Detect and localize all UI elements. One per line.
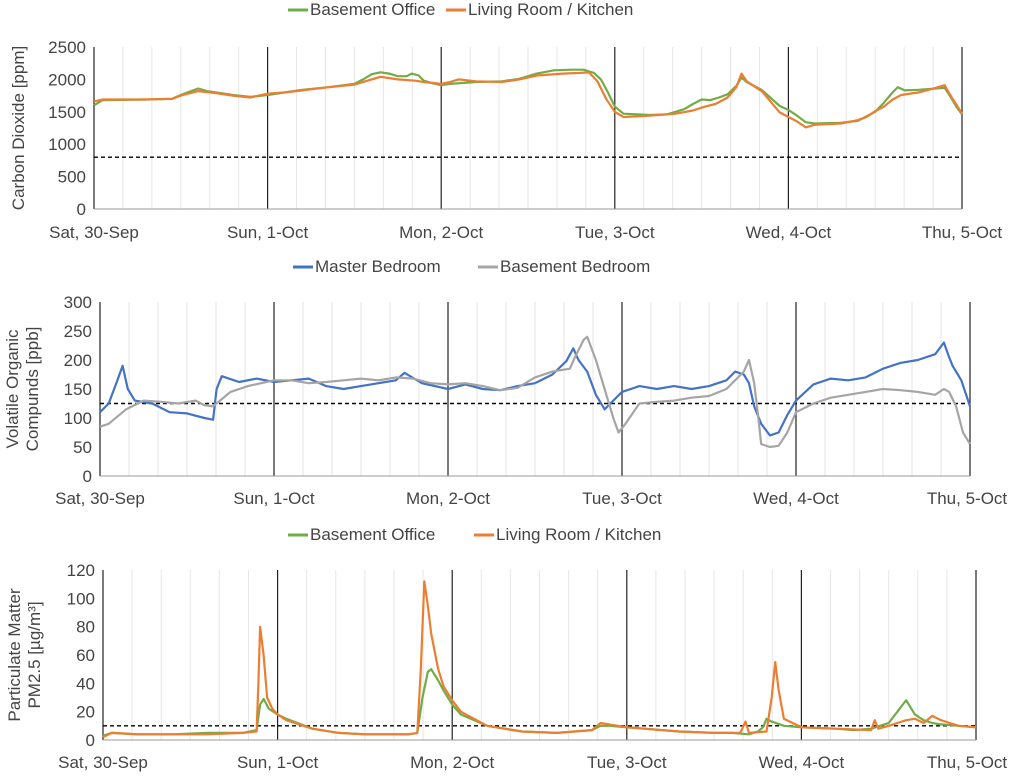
x-tick-label: Tue, 3-Oct [587, 753, 667, 772]
y-axis-title: Volatile OrganicCompunds [ppb] [3, 327, 42, 452]
y-tick-label: 0 [86, 731, 95, 750]
x-tick-label: Wed, 4-Oct [753, 489, 839, 508]
x-tick-label: Wed, 4-Oct [759, 753, 845, 772]
y-tick-label: 1500 [48, 103, 86, 122]
legend-label: Living Room / Kitchen [496, 525, 661, 544]
y-tick-label: 0 [83, 467, 92, 486]
y-tick-label: 100 [67, 589, 95, 608]
chart-panel-1: 0 500 1000 1500 2000 2500 Sat, 30-Sep Sun, 1-Oc… [9, 0, 1002, 242]
x-tick-label: Sat, 30-Sep [55, 489, 145, 508]
x-tick-label: Sat, 30-Sep [49, 223, 139, 242]
x-tick-label: Mon, 2-Oct [399, 223, 483, 242]
y-tick-label: 20 [76, 703, 95, 722]
series-line-2 [93, 71, 963, 129]
y-axis-title: Carbon Dioxide [ppm] [9, 46, 28, 210]
legend-label: Master Bedroom [315, 257, 441, 276]
y-tick-label: 2500 [48, 38, 86, 57]
legend-label: Basement Office [310, 525, 435, 544]
legend-label: Basement Bedroom [500, 257, 650, 276]
legend-label: Basement Office [310, 0, 435, 19]
x-tick-label: Tue, 3-Oct [582, 489, 662, 508]
y-tick-label: 300 [64, 293, 92, 312]
y-axis-title: Particulate MatterPM2.5 [µg/m³] [5, 588, 44, 722]
y-tick-label: 100 [64, 409, 92, 428]
x-tick-label: Wed, 4-Oct [746, 223, 832, 242]
x-tick-label: Sun, 1-Oct [227, 223, 309, 242]
x-tick-label: Sat, 30-Sep [58, 753, 148, 772]
y-tick-label: 60 [76, 646, 95, 665]
chart-panel-3: 0 20 40 60 80 100 120 Sat, 30-Sep Sun, 1-Oct Mon,… [5, 525, 1007, 772]
x-tick-label: Mon, 2-Oct [410, 753, 494, 772]
series-line-2 [99, 335, 971, 449]
y-tick-label: 50 [73, 438, 92, 457]
y-tick-label: 80 [76, 618, 95, 637]
y-tick-label: 150 [64, 380, 92, 399]
x-tick-label: Thu, 5-Oct [927, 753, 1008, 772]
x-tick-label: Thu, 5-Oct [922, 223, 1003, 242]
x-tick-label: Sun, 1-Oct [237, 753, 319, 772]
y-tick-label: 1000 [48, 135, 86, 154]
y-tick-label: 250 [64, 322, 92, 341]
x-tick-label: Thu, 5-Oct [927, 489, 1008, 508]
x-tick-label: Tue, 3-Oct [575, 223, 655, 242]
y-tick-label: 120 [67, 561, 95, 580]
legend-label: Living Room / Kitchen [468, 0, 633, 19]
x-tick-label: Mon, 2-Oct [406, 489, 490, 508]
y-tick-label: 0 [77, 200, 86, 219]
y-tick-label: 2000 [48, 70, 86, 89]
y-tick-label: 200 [64, 351, 92, 370]
x-tick-label: Sun, 1-Oct [233, 489, 315, 508]
y-tick-label: 40 [76, 674, 95, 693]
y-tick-label: 500 [58, 168, 86, 187]
series-line-2 [102, 580, 977, 739]
chart-panel-2: 0 50 100 150 200 250 300 Sat, 30-Sep Sun, 1-Oct M… [3, 257, 1007, 508]
